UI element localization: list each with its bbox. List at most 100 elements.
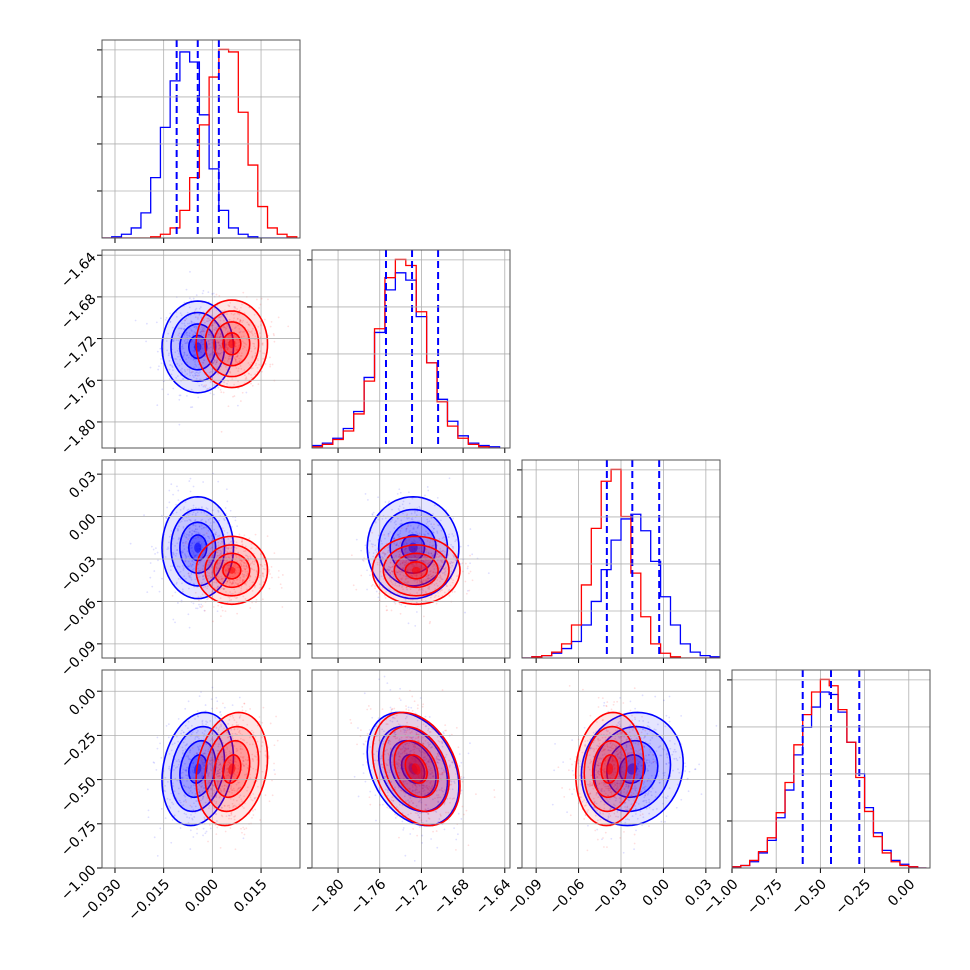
sample-point: [268, 570, 271, 573]
sample-point: [193, 366, 195, 369]
sample-point: [197, 788, 200, 791]
sample-point: [399, 535, 401, 538]
sample-point: [435, 544, 438, 546]
sample-point: [249, 796, 252, 799]
plot-area: [312, 250, 501, 448]
sample-point: [261, 598, 264, 601]
sample-point: [232, 787, 235, 790]
sample-point: [204, 710, 207, 712]
sample-point: [399, 550, 402, 553]
sample-point: [217, 373, 220, 375]
sample-point: [193, 530, 196, 533]
sample-point: [370, 585, 373, 587]
sample-point: [214, 533, 217, 536]
sample-point: [455, 538, 458, 541]
sample-point: [220, 347, 223, 349]
sample-point: [421, 573, 424, 575]
sample-point: [229, 355, 231, 358]
sample-point: [440, 555, 443, 558]
sample-point: [384, 552, 387, 555]
sample-point: [194, 308, 197, 311]
sample-point: [248, 372, 251, 375]
sample-point: [168, 352, 170, 355]
sample-point: [216, 563, 218, 566]
sample-point: [261, 572, 264, 575]
sample-point: [218, 588, 221, 591]
sample-point: [216, 551, 219, 554]
sample-point: [194, 805, 197, 808]
sample-point: [191, 529, 194, 532]
sample-point: [208, 792, 211, 795]
sample-point: [194, 562, 197, 565]
sample-point: [449, 584, 452, 587]
sample-point: [233, 572, 236, 575]
sample-point: [241, 347, 244, 350]
sample-point: [195, 377, 198, 380]
sample-point: [260, 563, 262, 566]
sample-point: [209, 766, 212, 769]
sample-point: [165, 316, 168, 319]
sample-point: [416, 565, 419, 567]
sample-point: [181, 344, 184, 346]
sample-point: [392, 575, 395, 578]
sample-point: [226, 382, 228, 385]
sample-point: [217, 728, 220, 730]
sample-point: [193, 816, 196, 818]
sample-point: [247, 330, 250, 333]
sample-point: [219, 559, 222, 561]
sample-point: [183, 785, 186, 787]
sample-point: [239, 355, 242, 357]
sample-point: [212, 785, 215, 787]
sample-point: [235, 335, 238, 338]
sample-point: [212, 590, 215, 592]
sample-point: [226, 531, 229, 534]
sample-point: [217, 549, 219, 552]
sample-point: [183, 575, 186, 578]
sample-point: [218, 578, 221, 581]
sample-point: [189, 758, 192, 761]
sample-point: [228, 305, 230, 308]
sample-point: [210, 759, 213, 762]
sample-point: [438, 538, 441, 540]
sample-point: [244, 545, 247, 548]
sample-point: [383, 552, 386, 555]
sample-point: [398, 584, 401, 587]
sample-point: [205, 771, 208, 774]
sample-point: [397, 533, 399, 536]
sample-point: [226, 785, 228, 788]
sample-point: [431, 544, 434, 547]
sample-point: [409, 547, 411, 549]
sample-point: [427, 532, 429, 535]
sample-point: [422, 561, 425, 564]
sample-point: [235, 721, 238, 724]
sample-point: [242, 574, 245, 576]
sample-point: [171, 366, 174, 369]
sample-point: [222, 588, 225, 591]
sample-point: [250, 543, 253, 545]
sample-point: [405, 543, 408, 546]
sample-point: [206, 540, 209, 542]
sample-point: [391, 571, 394, 573]
sample-point: [236, 348, 239, 351]
sample-point: [211, 758, 214, 760]
sample-point: [416, 579, 419, 582]
sample-point: [170, 373, 173, 376]
sample-point: [224, 339, 227, 342]
plot-area: [522, 460, 720, 658]
sample-point: [254, 364, 257, 367]
sample-point: [188, 787, 191, 790]
sample-point: [455, 838, 458, 841]
sample-point: [174, 544, 176, 547]
sample-point: [398, 553, 401, 556]
sample-point: [202, 827, 205, 830]
sample-point: [220, 723, 222, 726]
sample-point: [240, 335, 243, 338]
sample-point: [402, 828, 405, 831]
sample-point: [197, 570, 200, 573]
sample-point: [188, 533, 190, 536]
sample-point: [442, 561, 445, 564]
sample-point: [192, 741, 195, 744]
sample-point: [248, 773, 251, 776]
sample-point: [451, 581, 454, 584]
sample-point: [223, 805, 226, 807]
